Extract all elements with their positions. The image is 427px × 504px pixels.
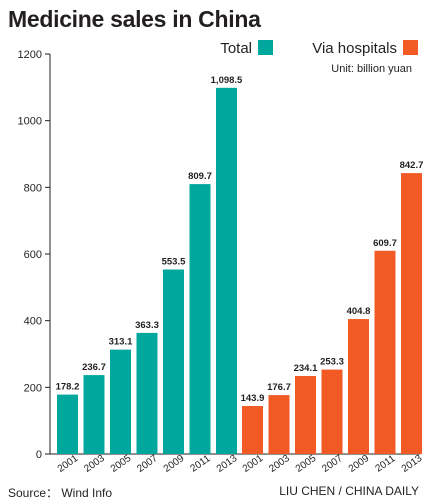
bar-hospitals — [242, 406, 263, 454]
bar-hospitals — [401, 173, 422, 454]
y-tick-label: 1200 — [18, 49, 42, 61]
data-label: 236.7 — [82, 362, 106, 373]
category-label: 2013 — [400, 453, 425, 475]
bar-hospitals — [374, 250, 396, 454]
category-label: 2001 — [56, 453, 81, 475]
legend-swatch-total — [258, 40, 273, 55]
y-tick-label: 0 — [36, 449, 42, 461]
y-tick-label: 200 — [24, 382, 42, 394]
data-label: 842.7 — [400, 160, 424, 171]
data-label: 363.3 — [135, 320, 159, 331]
category-label: 2007 — [135, 453, 160, 475]
bar-hospitals — [321, 369, 343, 454]
y-tick-label: 400 — [24, 316, 42, 328]
bar-total — [163, 269, 184, 454]
unit-note: Unit: billion yuan — [331, 63, 412, 75]
category-label: 2011 — [374, 453, 398, 475]
legend-swatch-hospitals — [403, 40, 418, 55]
category-label: 2005 — [109, 453, 134, 475]
legend-label-hospitals: Via hospitals — [312, 40, 397, 57]
category-label: 2013 — [215, 453, 240, 475]
bar-total — [57, 394, 78, 454]
bar-hospitals — [295, 375, 316, 454]
data-label: 176.7 — [267, 382, 291, 393]
bar-total — [83, 375, 105, 454]
data-label: 178.2 — [56, 382, 80, 393]
chart-title: Medicine sales in China — [8, 6, 261, 32]
legend-label-total: Total — [220, 40, 252, 57]
bars: 178.2 2001 236.7 2003 313.1 2005 363.3 2007 553.… — [56, 75, 425, 475]
category-label: 2007 — [320, 453, 345, 475]
y-tick-label: 600 — [24, 249, 42, 261]
credit-note: LIU CHEN / CHINA DAILY — [279, 484, 419, 498]
data-label: 553.5 — [162, 257, 186, 268]
data-label: 404.8 — [347, 306, 371, 317]
category-label: 2001 — [241, 453, 266, 475]
data-label: 1,098.5 — [211, 75, 243, 86]
data-label: 143.9 — [241, 393, 265, 404]
category-label: 2005 — [294, 453, 319, 475]
category-label: 2009 — [162, 453, 187, 475]
data-label: 313.1 — [109, 337, 133, 348]
bar-total — [216, 87, 237, 454]
data-label: 253.3 — [320, 357, 344, 368]
bar-hospitals — [268, 395, 290, 454]
data-label: 234.1 — [294, 363, 318, 374]
bar-total — [136, 332, 158, 454]
bar-hospitals — [348, 319, 369, 454]
y-tick-label: 1000 — [18, 116, 42, 128]
category-label: 2003 — [267, 453, 292, 475]
category-label: 2011 — [189, 453, 213, 475]
category-label: 2003 — [82, 453, 107, 475]
y-tick-label: 800 — [24, 182, 42, 194]
source-note: Source： Wind Info — [8, 486, 113, 500]
bar-total — [110, 349, 131, 454]
legend: Total Via hospitals Unit: billion yuan — [220, 40, 418, 75]
data-label: 609.7 — [373, 238, 397, 249]
category-label: 2009 — [347, 453, 372, 475]
data-label: 809.7 — [188, 171, 212, 182]
bar-total — [189, 184, 211, 454]
